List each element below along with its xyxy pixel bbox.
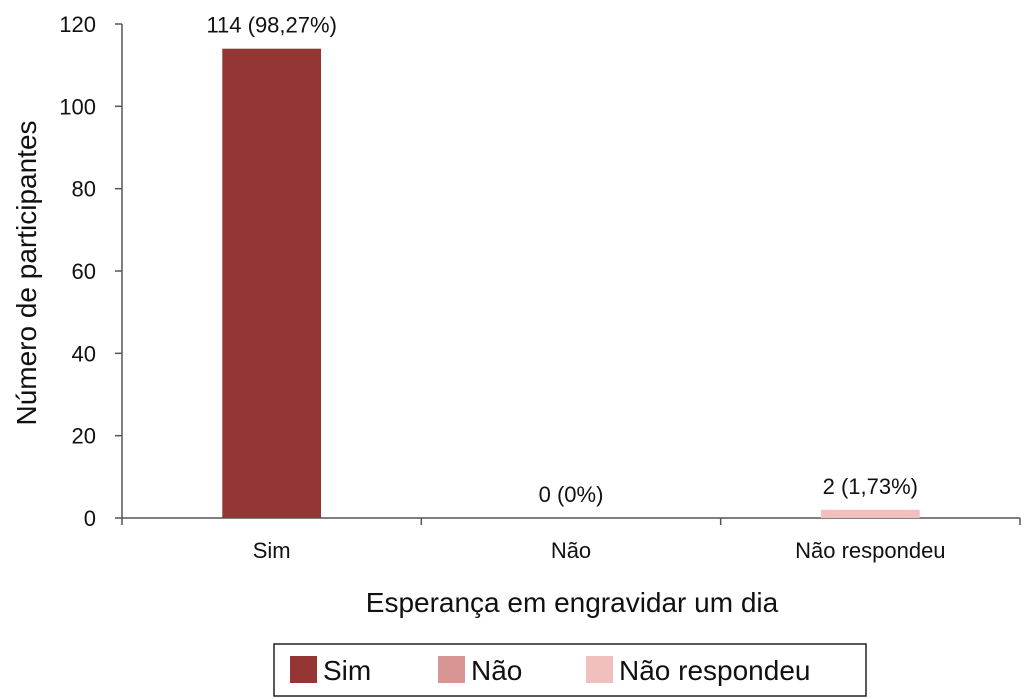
y-tick-label: 120 [59, 12, 96, 37]
y-tick-label: 20 [72, 424, 96, 449]
y-tick-label: 60 [72, 259, 96, 284]
bar-2 [820, 509, 920, 518]
data-label-1: 0 (0%) [539, 482, 604, 507]
y-tick-label: 0 [84, 506, 96, 531]
legend-label-1: Não [471, 655, 522, 686]
category-label-0: Sim [253, 538, 291, 563]
category-label-1: Não [551, 538, 591, 563]
bars [222, 48, 920, 518]
data-label-2: 2 (1,73%) [823, 474, 918, 499]
y-axis-title: Número de participantes [11, 120, 42, 425]
x-ticks [121, 518, 1021, 525]
legend-label-0: Sim [323, 655, 371, 686]
y-ticks: 0 20 40 60 80 100 120 [59, 12, 122, 531]
category-label-2: Não respondeu [795, 538, 945, 563]
legend-items: Sim Não Não respondeu [290, 655, 810, 686]
y-tick-label: 40 [72, 341, 96, 366]
legend-label-2: Não respondeu [619, 655, 810, 686]
category-labels: Sim Não Não respondeu [253, 538, 946, 563]
legend-swatch-0 [290, 656, 317, 683]
legend-swatch-1 [438, 656, 465, 683]
y-tick-label: 100 [59, 94, 96, 119]
legend: Sim Não Não respondeu [273, 643, 867, 697]
x-axis-title: Esperança em engravidar um dia [366, 587, 779, 618]
data-labels: 114 (98,27%) 0 (0%) 2 (1,73%) [206, 13, 918, 507]
bar-0 [222, 48, 322, 518]
legend-box [273, 643, 867, 697]
y-tick-label: 80 [72, 177, 96, 202]
data-label-0: 114 (98,27%) [206, 13, 336, 38]
legend-swatch-2 [586, 656, 613, 683]
